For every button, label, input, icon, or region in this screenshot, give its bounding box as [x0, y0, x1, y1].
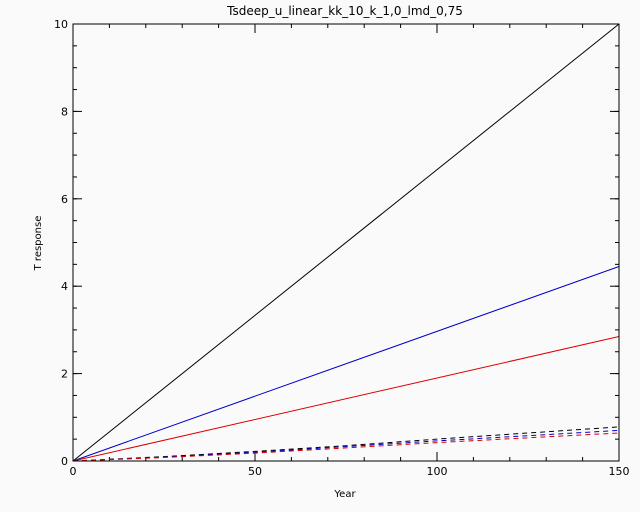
axis-ticks: 0 50 100 150 0 2 4 6 8 10: [54, 18, 630, 478]
x-tick-label: 0: [70, 465, 77, 478]
y-tick-label: 2: [61, 368, 68, 381]
y-tick-label: 0: [61, 455, 68, 468]
y-axis-label: T response: [33, 216, 44, 272]
chart-title: Tsdeep_u_linear_kk_10_k_1,0_lmd_0,75: [226, 4, 463, 18]
series-line-2: [72, 266, 620, 462]
y-tick-label: 8: [61, 105, 68, 118]
plot-frame: [72, 23, 620, 462]
series-line-6: [72, 432, 620, 462]
x-tick-label: 50: [248, 465, 262, 478]
x-axis-label: Year: [333, 489, 356, 500]
series-line-1: [72, 23, 620, 462]
x-tick-label: 100: [427, 465, 448, 478]
y-tick-label: 6: [61, 193, 68, 206]
series-line-3: [72, 336, 620, 462]
y-tick-label: 10: [54, 18, 68, 31]
series-layer: [72, 23, 620, 462]
x-tick-label: 150: [609, 465, 630, 478]
y-tick-label: 4: [61, 280, 68, 293]
